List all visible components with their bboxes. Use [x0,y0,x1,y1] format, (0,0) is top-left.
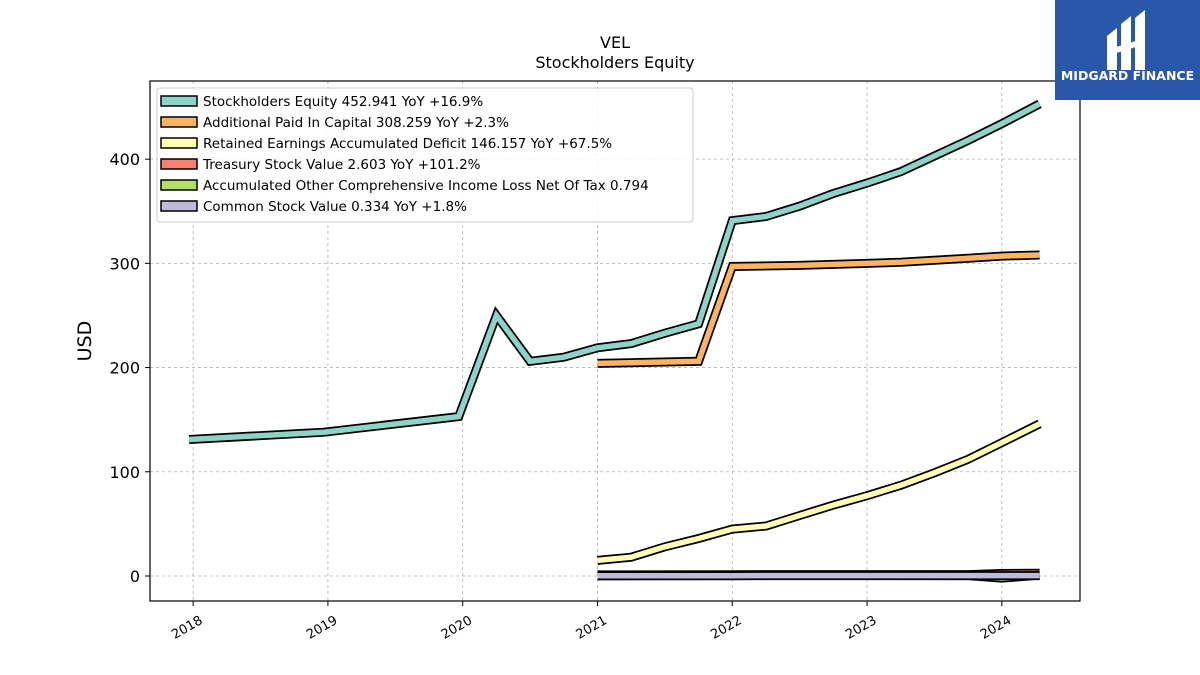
x-tick-label-1: 2019 [304,613,340,643]
y-tick-label-4: 400 [109,150,140,169]
legend-swatch-4 [160,179,198,191]
x-tick-label-6: 2024 [978,613,1014,643]
series-outline-2 [597,419,1042,565]
chart-title-line2: Stockholders Equity [535,53,694,72]
legend-label-1: Additional Paid In Capital 308.259 YoY +… [203,115,509,131]
series-line-0 [188,101,1041,443]
series-outline-1 [597,250,1040,368]
legend-swatch-0 [160,95,198,107]
y-axis-label: USD [74,321,96,362]
legend-label-5: Common Stock Value 0.334 YoY +1.8% [203,199,467,215]
logo-text: MIDGARD FINANCE [1061,68,1194,83]
midgard-finance-logo: MIDGARD FINANCE [1055,0,1200,100]
y-tick-label-0: 0 [130,567,140,586]
x-axis-ticks: 2018 2019 2020 2021 2022 2023 2024 [169,601,1014,643]
legend-swatch-1 [160,116,198,128]
x-tick-label-5: 2023 [843,613,879,643]
series-lines [188,99,1042,583]
legend-label-0: Stockholders Equity 452.941 YoY +16.9% [203,94,483,110]
plot-frame [149,80,1081,602]
legend-swatch-5 [160,200,198,212]
series-line-2 [597,421,1041,564]
chart-title-line1: VEL [600,33,630,52]
series-line-1 [597,252,1040,367]
legend-label-2: Retained Earnings Accumulated Deficit 14… [203,136,612,152]
legend-swatch-2 [160,137,198,149]
x-tick-label-2: 2020 [439,613,475,643]
y-tick-label-3: 300 [109,254,140,273]
logo-mark-icon [1107,10,1145,70]
legend: Stockholders Equity 452.941 YoY +16.9% Ad… [156,87,694,223]
x-tick-label-0: 2018 [169,613,205,643]
y-tick-label-2: 200 [109,359,140,378]
x-tick-label-4: 2022 [708,613,744,643]
y-axis-ticks: 0 100 200 300 400 [109,150,150,586]
legend-box [156,87,694,223]
y-tick-label-1: 100 [109,463,140,482]
legend-label-3: Treasury Stock Value 2.603 YoY +101.2% [202,157,481,173]
legend-swatch-3 [160,158,198,170]
x-tick-label-3: 2021 [574,613,610,643]
legend-label-4: Accumulated Other Comprehensive Income L… [203,178,649,194]
